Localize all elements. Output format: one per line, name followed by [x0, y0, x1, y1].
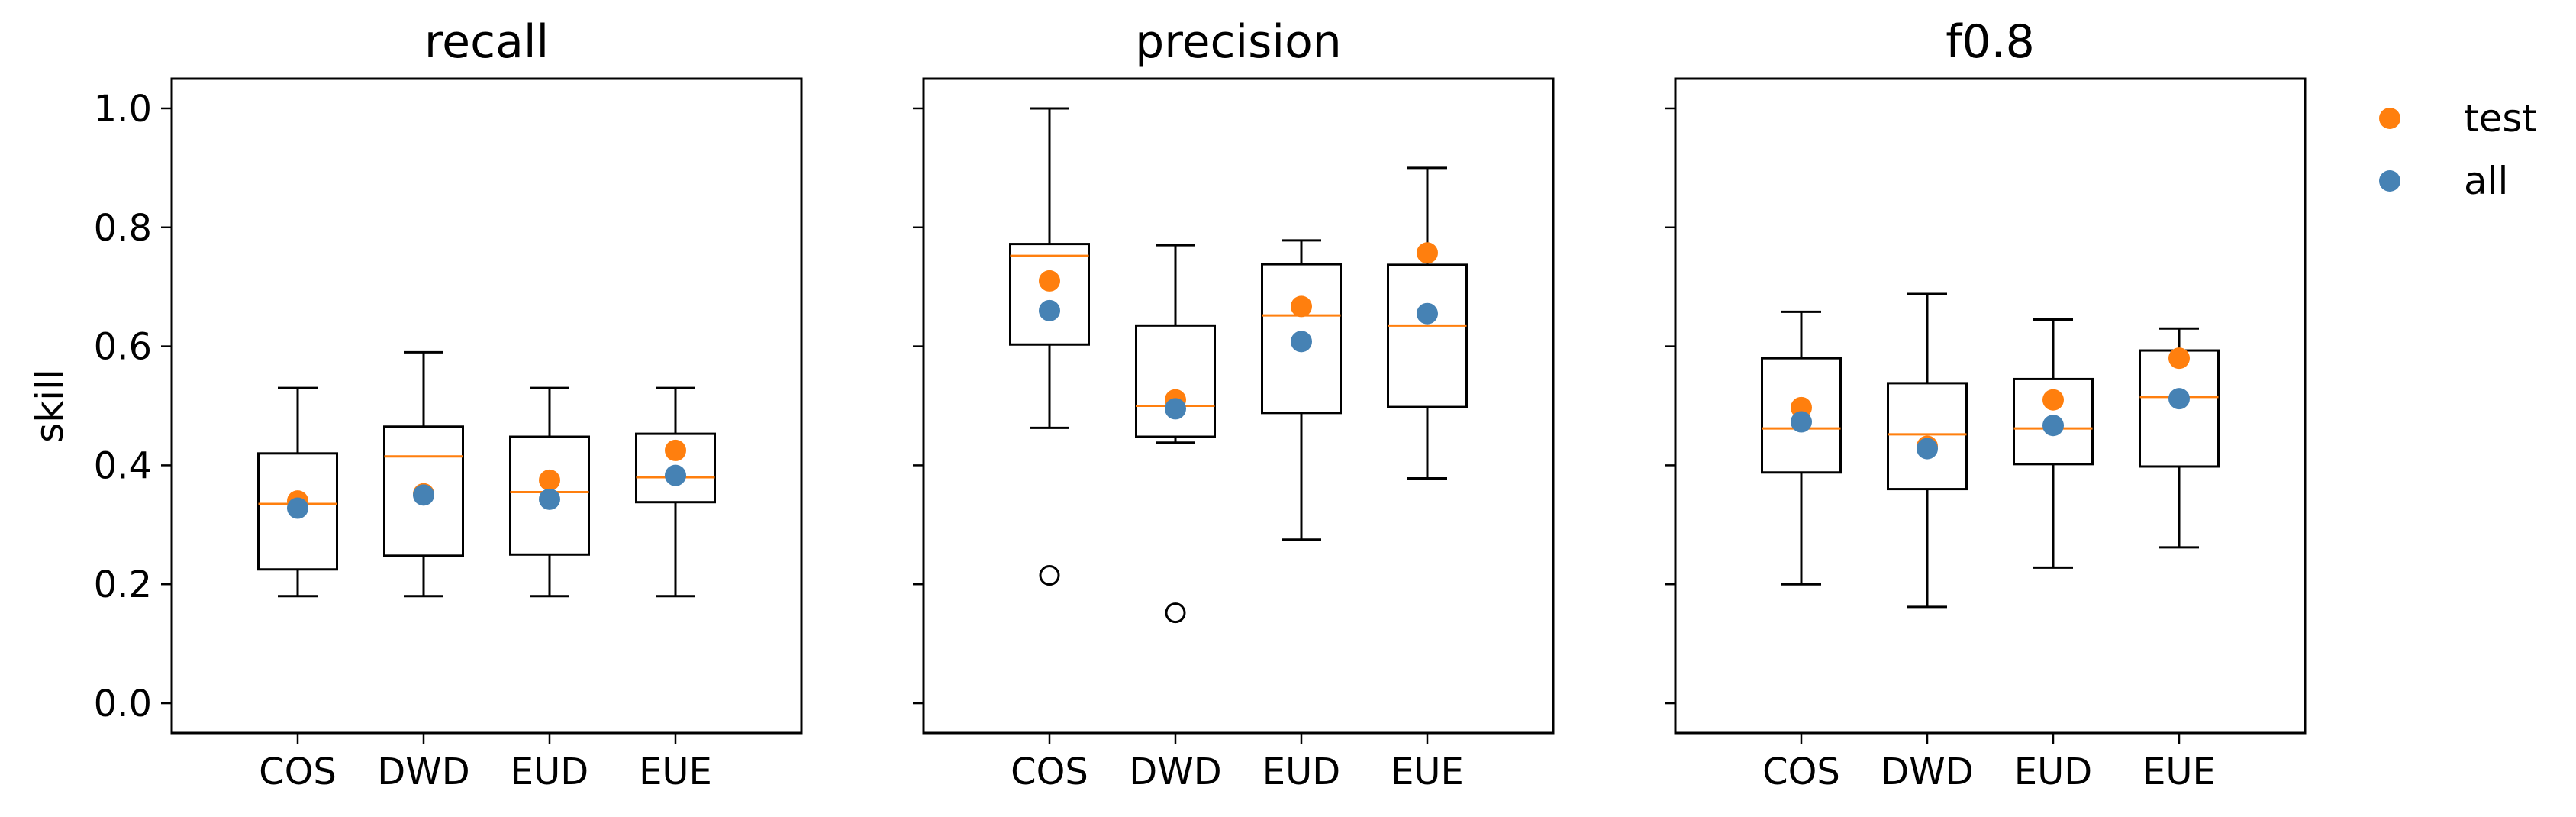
panel-title: recall: [424, 15, 549, 69]
y-tick-label: 0.6: [94, 326, 152, 369]
axes-frame: [170, 77, 803, 735]
point-all: [2042, 415, 2064, 437]
y-tick-label: 0.0: [94, 683, 152, 725]
axes-frame: [1674, 77, 2307, 735]
x-tick-label: DWD: [1881, 751, 1973, 793]
y-axis-label: skill: [27, 369, 72, 443]
x-tick-label: EUD: [511, 751, 588, 793]
iqr-box: [257, 452, 338, 571]
y-tick-label: 0.4: [94, 444, 152, 487]
iqr-box: [509, 435, 590, 556]
iqr-box: [1387, 263, 1468, 408]
x-tick-label: EUE: [1391, 751, 1464, 793]
point-all: [665, 464, 686, 486]
outlier-point: [1039, 565, 1060, 586]
point-test: [1417, 242, 1438, 264]
iqr-box: [1261, 263, 1342, 415]
x-tick-label: COS: [1762, 751, 1840, 793]
x-tick-label: DWD: [1129, 751, 1221, 793]
legend-marker-test: [2379, 108, 2400, 129]
legend-marker-all: [2379, 170, 2400, 192]
y-tick-label: 0.2: [94, 564, 152, 606]
iqr-box: [2013, 377, 2094, 466]
point-all: [539, 488, 560, 510]
point-all: [1917, 438, 1938, 460]
legend-label-test: test: [2464, 96, 2537, 140]
panel-3: f0.8 COS DWD EUD EUE: [1665, 15, 2307, 793]
iqr-box: [1887, 382, 1968, 491]
point-all: [1417, 302, 1438, 325]
point-test: [2042, 389, 2064, 411]
point-all: [1165, 398, 1186, 420]
point-all: [287, 497, 308, 519]
panel-title: precision: [1135, 15, 1342, 69]
panel-title: f0.8: [1946, 15, 2035, 69]
box-dwd: [383, 350, 464, 598]
box-cos: [257, 386, 338, 598]
x-tick-label: EUE: [639, 751, 712, 793]
point-test: [539, 469, 560, 491]
point-test: [665, 439, 686, 461]
x-tick-label: COS: [1011, 751, 1088, 793]
axes-frame: [922, 77, 1555, 735]
iqr-box: [1761, 357, 1842, 474]
iqr-box: [1009, 243, 1090, 346]
iqr-box: [383, 425, 464, 557]
point-all: [1291, 331, 1312, 353]
x-tick-label: EUD: [2014, 751, 2092, 793]
x-tick-label: EUD: [1262, 751, 1340, 793]
y-tick-label: 1.0: [94, 88, 152, 131]
iqr-box: [635, 432, 716, 504]
box-cos: [1009, 107, 1090, 586]
x-tick-label: EUE: [2142, 751, 2216, 793]
legend: test all: [2379, 96, 2537, 203]
point-all: [1791, 411, 1812, 433]
panel-2: precision COS DWD EUD EUE: [913, 15, 1555, 793]
point-all: [413, 484, 434, 506]
panel-1: recall 0.0 0.2 0.4 0.6 0.8 1.0 COS DWD EUD EUE: [94, 15, 803, 793]
point-test: [2168, 347, 2190, 370]
box-dwd: [1887, 292, 1968, 609]
x-tick-label: DWD: [377, 751, 469, 793]
x-tick-label: COS: [259, 751, 337, 793]
point-all: [2168, 388, 2190, 410]
y-tick-label: 0.8: [94, 207, 152, 250]
point-all: [1039, 299, 1060, 321]
point-test: [1291, 295, 1312, 318]
iqr-box: [1135, 324, 1216, 438]
outlier-point: [1165, 602, 1186, 624]
legend-label-all: all: [2464, 159, 2508, 203]
point-test: [1039, 270, 1060, 292]
